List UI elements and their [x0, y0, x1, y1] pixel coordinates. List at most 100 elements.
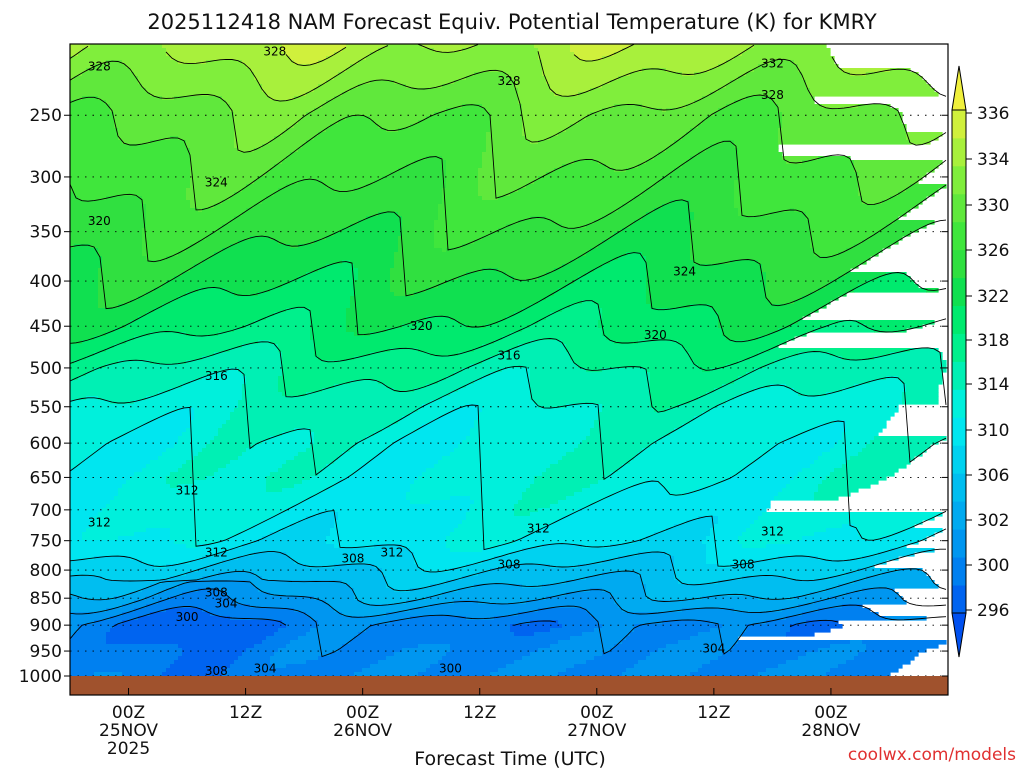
field-cell [538, 648, 611, 653]
field-cell [170, 532, 239, 537]
field-cell [574, 280, 647, 285]
field-cell [234, 128, 287, 133]
field-cell [442, 248, 447, 253]
field-cell [718, 516, 759, 521]
field-cell [454, 448, 575, 453]
field-cell [466, 564, 511, 569]
field-cell [166, 480, 195, 485]
field-cell [818, 288, 855, 293]
field-cell [690, 156, 739, 161]
field-cell [830, 352, 891, 357]
field-cell [70, 168, 191, 173]
field-cell [314, 436, 367, 441]
field-cell [254, 204, 439, 209]
field-cell [558, 640, 623, 645]
field-cell [378, 124, 411, 129]
field-cell [594, 300, 647, 305]
field-cell [254, 572, 383, 577]
field-cell [822, 480, 879, 485]
field-cell [394, 256, 579, 261]
field-cell [70, 436, 119, 441]
field-cell [886, 376, 899, 381]
field-cell [86, 528, 147, 533]
field-cell [838, 252, 879, 257]
field-cell [662, 176, 739, 181]
field-cell [818, 424, 847, 429]
field-cell [226, 368, 239, 373]
field-cell [70, 504, 107, 509]
field-cell [350, 296, 547, 301]
field-cell [714, 112, 783, 117]
field-cell [278, 512, 319, 517]
field-cell [70, 604, 123, 609]
field-cell [406, 600, 455, 605]
field-cell [902, 380, 943, 385]
field-cell [282, 372, 455, 377]
field-cell [686, 492, 779, 497]
field-cell [866, 72, 919, 77]
field-cell [634, 664, 703, 669]
field-cell [294, 124, 331, 129]
field-cell [234, 408, 419, 413]
field-cell [770, 212, 807, 217]
field-cell [442, 592, 567, 597]
field-cell [482, 196, 499, 201]
field-cell [802, 72, 851, 77]
field-cell [70, 212, 147, 217]
field-cell [738, 172, 859, 177]
field-cell [146, 204, 191, 209]
field-cell [550, 464, 623, 469]
field-cell [394, 292, 415, 297]
field-cell [770, 96, 815, 101]
field-cell [218, 428, 295, 433]
field-cell [590, 248, 691, 253]
field-cell [78, 196, 107, 201]
field-cell [222, 224, 351, 229]
colorbar-label: 310 [977, 421, 1009, 441]
field-cell [574, 448, 643, 453]
field-cell [306, 140, 487, 145]
field-cell [706, 116, 783, 121]
field-cell [306, 660, 379, 665]
field-cell [150, 460, 187, 465]
field-cell [854, 160, 943, 165]
field-cell [190, 148, 239, 153]
field-cell [326, 488, 411, 493]
field-cell [86, 356, 203, 361]
field-cell [350, 260, 395, 265]
field-cell [186, 192, 235, 197]
x-tick-label: 00Z [580, 703, 613, 723]
field-cell [514, 508, 539, 513]
contour-label: 316 [498, 349, 521, 363]
field-cell [402, 216, 439, 221]
field-cell [166, 48, 283, 53]
field-cell [106, 608, 135, 613]
field-cell [98, 292, 147, 297]
field-cell [70, 644, 179, 649]
field-cell [890, 68, 911, 73]
field-cell [638, 660, 711, 665]
field-cell [854, 164, 939, 169]
field-cell [102, 256, 147, 261]
field-cell [106, 100, 227, 105]
field-cell [466, 516, 563, 521]
field-cell [754, 368, 947, 373]
field-cell [486, 140, 531, 145]
field-cell [270, 288, 355, 293]
field-cell [82, 596, 115, 601]
field-cell [130, 68, 251, 73]
field-cell [646, 256, 691, 261]
colorbar-label: 322 [977, 287, 1009, 307]
field-cell [314, 340, 495, 345]
field-cell [254, 540, 327, 545]
field-cell [830, 448, 863, 453]
field-cell [626, 168, 675, 173]
ground-below-surface [70, 676, 948, 695]
field-cell [138, 80, 259, 85]
field-cell [762, 264, 859, 269]
plot-frame [69, 43, 949, 696]
field-cell [70, 48, 83, 53]
field-cell [646, 292, 767, 297]
field-cell [870, 440, 939, 445]
x-tick-label: 00Z [346, 703, 379, 723]
